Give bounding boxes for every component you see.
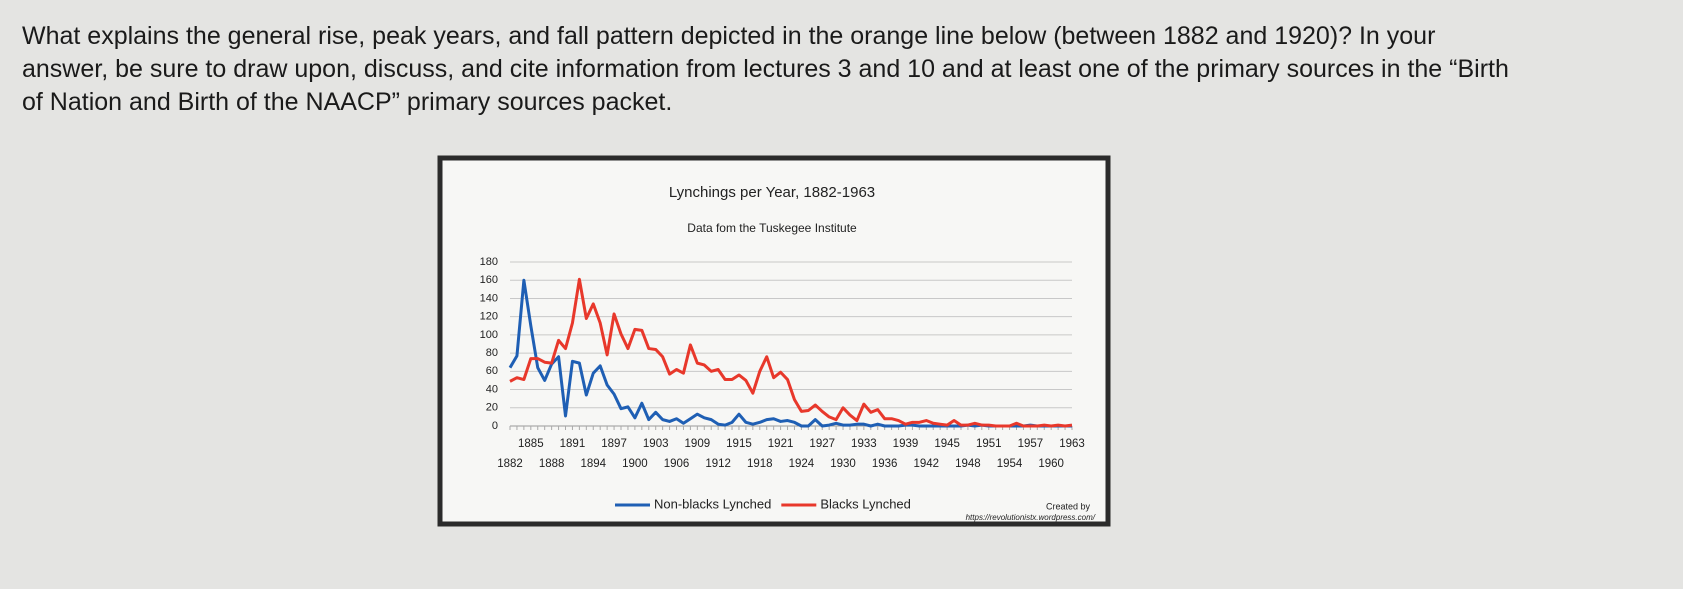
x-tick-label: 1939 xyxy=(893,438,919,450)
x-tick-label: 1945 xyxy=(934,438,960,450)
x-tick-label: 1915 xyxy=(726,438,752,450)
chart-subtitle: Data fom the Tuskegee Institute xyxy=(687,221,857,235)
x-tick-label: 1909 xyxy=(685,438,711,450)
y-tick-label: 180 xyxy=(480,256,498,268)
y-tick-label: 0 xyxy=(492,420,498,432)
x-tick-label: 1957 xyxy=(1018,438,1044,450)
x-tick-label: 1891 xyxy=(560,438,586,450)
x-tick-label: 1936 xyxy=(872,458,898,470)
credit-url: https://revolutionistx.wordpress.com/ xyxy=(966,513,1096,522)
y-tick-label: 40 xyxy=(486,383,498,395)
y-tick-label: 20 xyxy=(486,402,498,414)
series-line xyxy=(509,277,1073,428)
x-tick-label: 1954 xyxy=(997,458,1023,470)
x-tick-label: 1933 xyxy=(851,438,877,450)
y-tick-label: 60 xyxy=(486,365,498,377)
x-tick-label: 1900 xyxy=(622,458,648,470)
x-tick-label: 1912 xyxy=(705,458,731,470)
x-tick-label: 1960 xyxy=(1038,458,1064,470)
legend-label: Blacks Lynched xyxy=(820,496,911,511)
x-tick-label: 1930 xyxy=(830,458,856,470)
x-tick-label: 1924 xyxy=(789,458,815,470)
chart-title: Lynchings per Year, 1882-1963 xyxy=(669,184,875,201)
credit: Created by xyxy=(1046,501,1091,511)
y-tick-label: 140 xyxy=(480,292,498,304)
x-tick-label: 1894 xyxy=(580,458,606,470)
x-tick-label: 1903 xyxy=(643,438,669,450)
x-tick-label: 1882 xyxy=(497,458,523,470)
question: What explains the general rise, peak yea… xyxy=(22,22,1509,116)
y-tick-label: 100 xyxy=(480,329,498,341)
chart-frame xyxy=(437,155,1111,527)
x-tick-label: 1963 xyxy=(1059,438,1085,450)
x-tick-label: 1906 xyxy=(664,458,690,470)
x-tick-label: 1927 xyxy=(809,438,835,450)
y-tick-label: 80 xyxy=(486,347,498,359)
x-tick-label: 1942 xyxy=(913,458,939,470)
legend-label: Non-blacks Lynched xyxy=(654,496,771,511)
x-tick-label: 1885 xyxy=(518,438,544,450)
x-tick-label: 1897 xyxy=(601,438,627,450)
x-tick-label: 1951 xyxy=(976,438,1002,450)
y-tick-label: 120 xyxy=(480,311,498,323)
x-tick-label: 1888 xyxy=(539,458,565,470)
x-tick-label: 1948 xyxy=(955,458,981,470)
y-tick-label: 160 xyxy=(480,274,498,286)
x-tick-label: 1918 xyxy=(747,458,773,470)
x-tick-label: 1921 xyxy=(768,438,794,450)
